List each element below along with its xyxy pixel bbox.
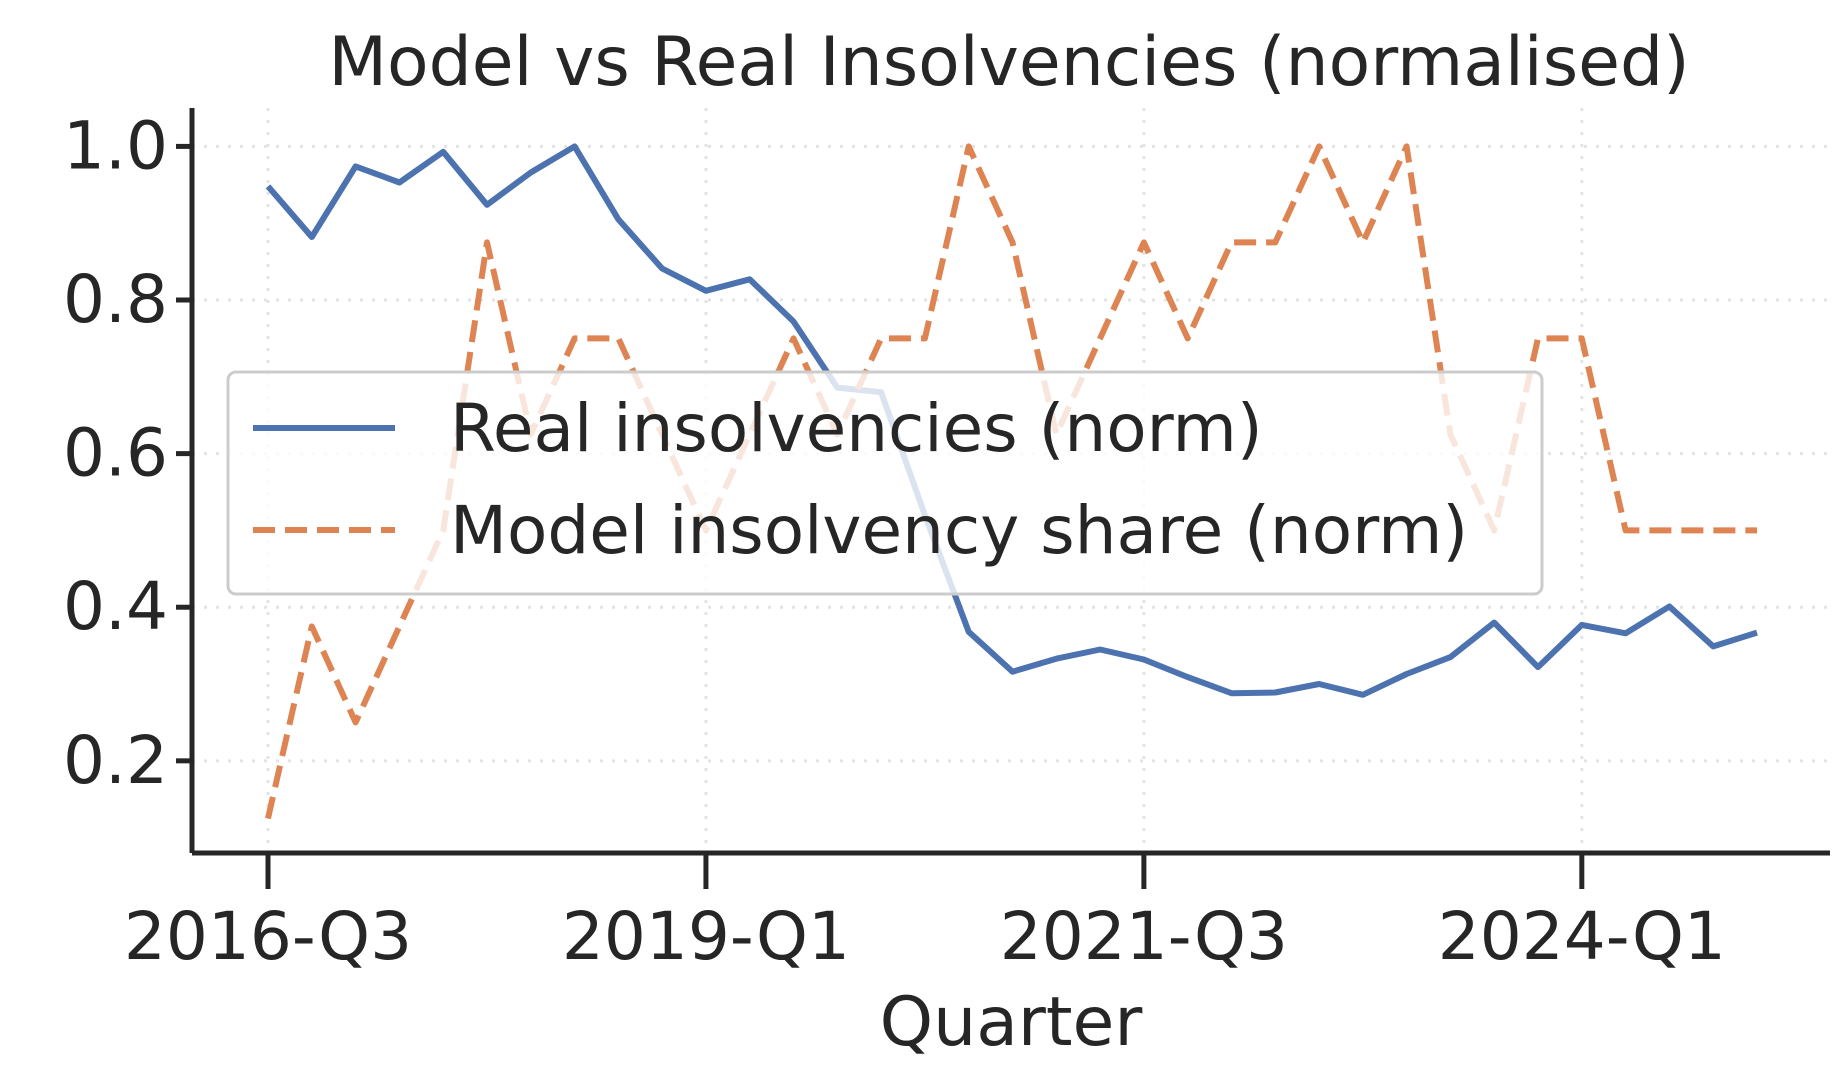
x-tick-label: 2024-Q1 — [1438, 898, 1726, 975]
x-ticks: 2016-Q3 2019-Q1 2021-Q3 2024-Q1 — [124, 853, 1726, 975]
axes — [189, 108, 1830, 856]
x-tick-label: 2021-Q3 — [1000, 898, 1288, 975]
chart-title: Model vs Real Insolvencies (normalised) — [328, 23, 1689, 102]
y-tick-label: 1.0 — [63, 107, 168, 184]
x-tick-label: 2019-Q1 — [562, 898, 850, 975]
legend-label-model: Model insolvency share (norm) — [450, 492, 1468, 569]
legend-box — [226, 370, 1544, 596]
y-ticks: 0.2 0.4 0.6 0.8 1.0 — [63, 107, 192, 799]
y-tick-label: 0.6 — [63, 415, 168, 492]
y-tick-label: 0.2 — [63, 722, 168, 799]
legend: Real insolvencies (norm) Model insolvenc… — [226, 370, 1544, 596]
series-line-real — [265, 143, 1758, 698]
y-tick-label: 0.8 — [63, 261, 168, 338]
y-tick-label: 0.4 — [63, 568, 168, 645]
x-tick-label: 2016-Q3 — [124, 898, 412, 975]
legend-label-real: Real insolvencies (norm) — [450, 390, 1263, 467]
x-axis-label: Quarter — [880, 983, 1143, 1062]
